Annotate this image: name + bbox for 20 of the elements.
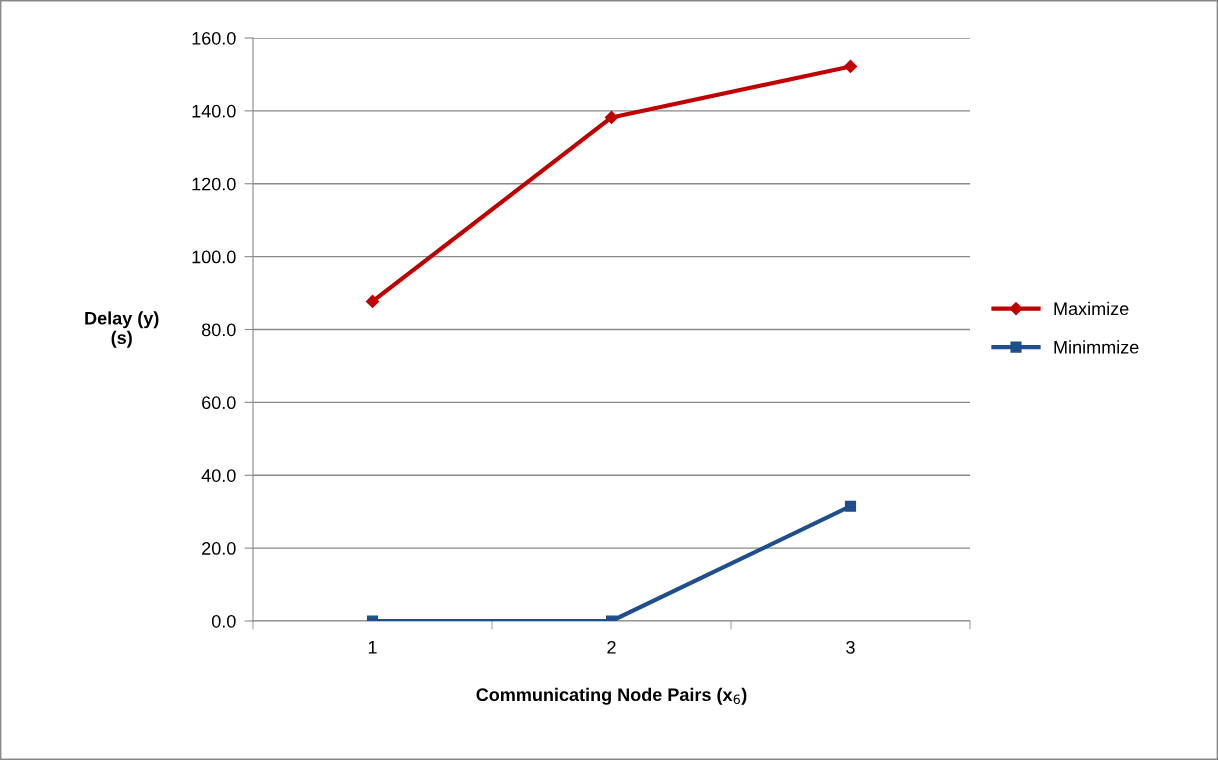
x-axis-title: Communicating Node Pairs (x$_{6}$) <box>476 687 747 705</box>
y-tick-label: 140.0 <box>192 104 236 118</box>
x-tick-label: 2 <box>607 640 616 654</box>
y-axis-title: Delay (y) (s) <box>85 311 159 348</box>
x-tick-label: 1 <box>368 641 377 654</box>
y-tick-label: 160.0 <box>192 31 236 45</box>
y-tick-label: 120.0 <box>192 177 236 191</box>
point <box>844 500 857 512</box>
point <box>365 294 380 309</box>
y-tick-label: 100.0 <box>192 250 236 264</box>
y-tick-label: 40.0 <box>201 469 236 482</box>
x-tick-label: 3 <box>846 640 855 654</box>
y-tick-label: 0.0 <box>211 614 236 628</box>
y-tick-label: 60.0 <box>202 396 236 410</box>
point <box>604 110 619 125</box>
y-tick-label: 80.0 <box>201 323 236 337</box>
legend-label: Maximize <box>1054 301 1129 316</box>
point <box>843 59 858 74</box>
y-tick-label: 20.0 <box>202 542 236 555</box>
legend-label: Minimmize <box>1054 340 1139 354</box>
